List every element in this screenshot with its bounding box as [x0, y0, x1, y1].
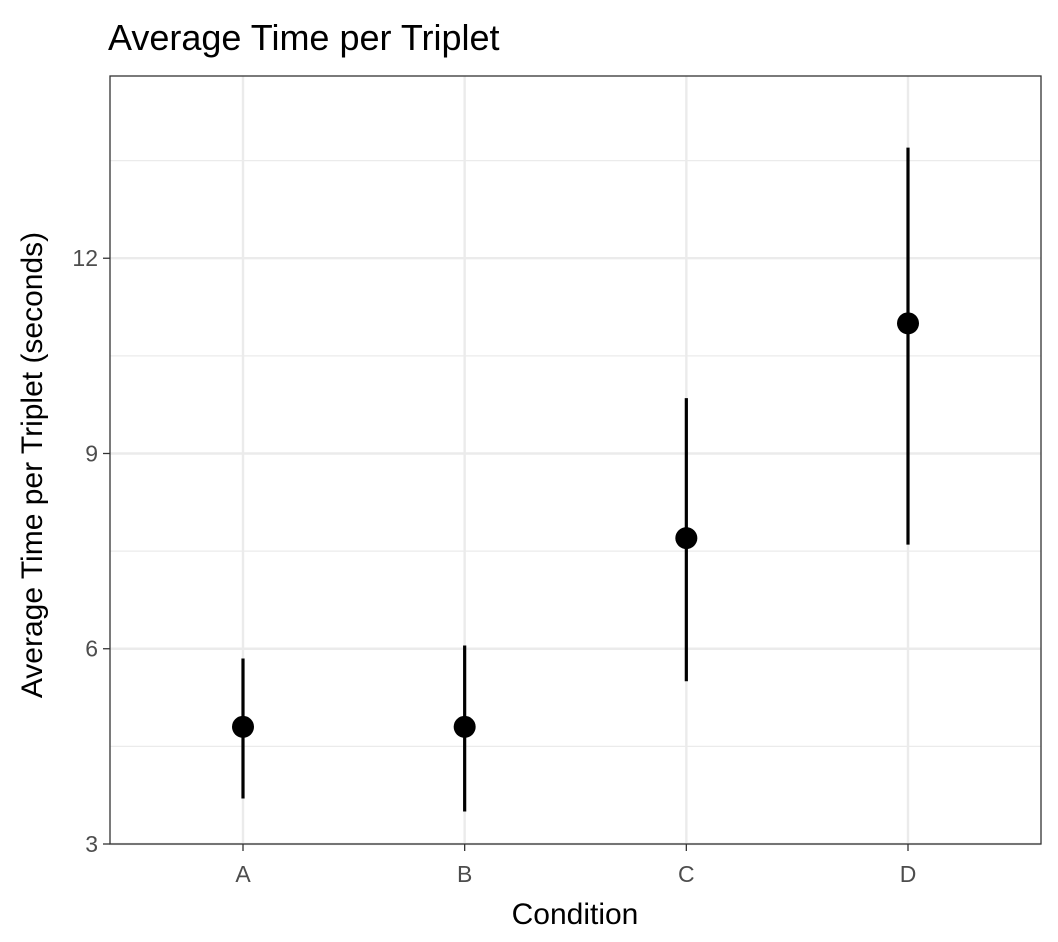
panel-border: [109, 75, 1042, 845]
data-point-b: [453, 715, 476, 738]
x-axis-title: Condition: [512, 898, 639, 931]
x-tick-label: B: [457, 861, 472, 887]
data-point-a: [232, 715, 254, 738]
y-tick-label: 3: [85, 831, 98, 857]
x-tick-label: A: [235, 861, 251, 887]
x-tick-label: C: [678, 861, 695, 887]
y-axis-title: Average Time per Triplet (seconds): [16, 232, 49, 698]
data-point-d: [897, 312, 919, 335]
data-point-c: [675, 527, 698, 550]
data-points: [232, 312, 919, 738]
y-tick-label: 6: [85, 636, 98, 662]
axis-ticks: 3 6 9 12 A B C D: [72, 245, 916, 887]
y-tick-label: 9: [85, 440, 98, 466]
y-tick-label: 12: [72, 245, 98, 271]
x-tick-label: D: [900, 861, 917, 887]
chart-title: Average Time per Triplet: [108, 17, 500, 58]
